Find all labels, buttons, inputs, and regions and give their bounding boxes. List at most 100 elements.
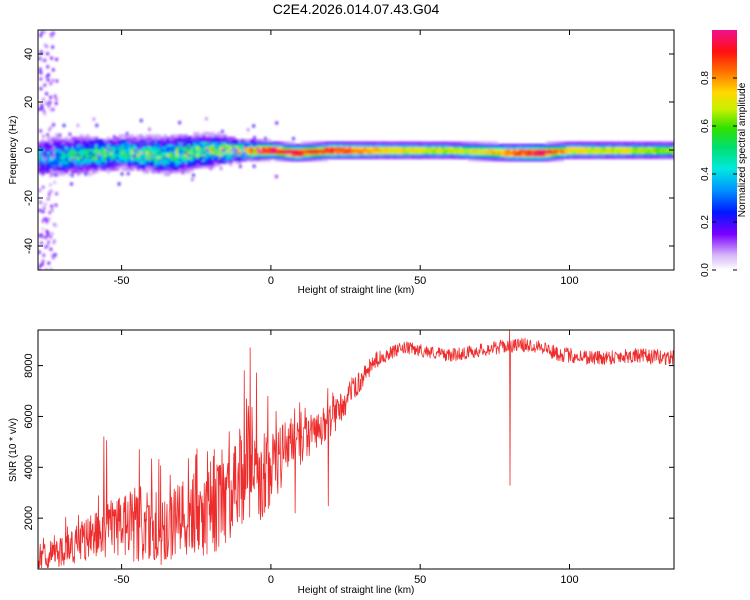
spectrogram-cell (255, 156, 260, 159)
spectrogram-cell (82, 141, 87, 145)
spectrogram-cell (491, 151, 496, 155)
spectrogram-cell (208, 144, 212, 147)
spectrogram-cell (85, 153, 90, 157)
spectrogram-cell (151, 160, 156, 164)
spectrogram-cell (309, 158, 314, 162)
spectrogram-cell (381, 144, 385, 147)
spectrogram-cell (590, 144, 594, 147)
spectrogram-cell (142, 146, 147, 150)
spectrogram-cell (190, 136, 194, 140)
spectrogram-cell (614, 148, 618, 152)
spectrogram-cell (536, 146, 541, 150)
spectrogram-cell (306, 141, 311, 145)
spectrogram-cell (267, 153, 272, 157)
spectrogram-cell (459, 146, 463, 150)
spectrogram-cell (46, 156, 51, 159)
spectrogram-cell (626, 141, 630, 145)
spectrogram-cell (205, 139, 209, 143)
spectrogram-cell (491, 146, 496, 150)
spectrogram-cell (620, 151, 624, 155)
spectrogram-cell (193, 146, 197, 150)
spectrogram-cell (73, 163, 78, 167)
spectrogram-cell (470, 156, 475, 159)
spectrogram-cell (641, 151, 645, 155)
spectrogram-cell (88, 160, 93, 164)
spectrogram-cell (593, 144, 597, 147)
spectrogram-cell (235, 160, 239, 164)
spectrogram-cell (279, 144, 284, 147)
spectrogram-cell (423, 141, 427, 145)
spectrogram-cell (342, 151, 347, 155)
spectrogram-cell (581, 141, 586, 145)
spectrogram-cell (626, 156, 630, 159)
spectrogram-cell (473, 146, 478, 150)
spectrogram-cell (635, 141, 639, 145)
spectrogram-cell (438, 148, 442, 152)
spectrogram-cell (109, 144, 114, 147)
spectrogram-cell (190, 139, 194, 143)
spectrogram-cell (482, 148, 487, 152)
spectrogram-cell (217, 139, 221, 143)
spectrogram-cell (476, 144, 481, 147)
spectrogram-cell (530, 153, 535, 157)
spectrogram-cell (300, 151, 305, 155)
spectrogram-cell (247, 144, 251, 147)
spectrogram-cell (255, 151, 260, 155)
spectrogram-cell (172, 144, 176, 147)
spectrogram-cell (315, 148, 320, 152)
spectrogram-cell (214, 139, 218, 143)
spectrogram-cell (232, 144, 236, 147)
spectrogram-cell (100, 146, 105, 150)
spectrogram-cell (491, 148, 496, 152)
spectrogram-cell (55, 168, 60, 171)
spectrogram-cell (79, 168, 84, 171)
spectrogram-cell (464, 148, 469, 152)
spectrogram-cell (476, 158, 481, 162)
spectrogram-cell (668, 151, 672, 155)
spectrogram-cell (151, 144, 156, 147)
spectrogram-cell (459, 144, 463, 147)
spectrogram-cell (542, 158, 547, 162)
spectrogram-noise-cell (46, 133, 50, 137)
spectrogram-cell (235, 158, 239, 162)
spectrogram-noise-cell (216, 155, 219, 159)
spectrogram-cell (190, 151, 194, 155)
spectrogram-cell (435, 146, 439, 150)
spectrogram-cell (470, 141, 475, 145)
spectrogram-cell (548, 148, 553, 152)
spectrogram-cell (342, 146, 347, 150)
spectrogram-noise-cell (148, 127, 151, 131)
spectrogram-cell (160, 148, 165, 152)
spectrogram-cell (351, 144, 356, 147)
spectrogram-cell (187, 158, 191, 162)
spectrogram-x-axis-title: Height of straight line (km) (298, 285, 415, 296)
spectrogram-cell (252, 141, 257, 145)
spectrogram-cell (315, 158, 320, 162)
spectrogram-cell (554, 156, 559, 159)
spectrogram-cell (306, 158, 311, 162)
spectrogram-cell (357, 156, 362, 159)
spectrogram-cell (345, 146, 350, 150)
spectrogram-cell (157, 141, 162, 145)
spectrogram-cell (294, 151, 299, 155)
spectrogram-cell (324, 144, 329, 147)
spectrogram-cell (178, 156, 182, 159)
spectrogram-cell (70, 139, 75, 143)
spectrogram-cell (175, 165, 179, 169)
spectrogram-cell (142, 168, 147, 171)
spectrogram-cell (453, 148, 457, 152)
spectrogram-cell (91, 168, 96, 171)
spectrogram-cell (366, 153, 371, 157)
spectrogram-cell (611, 146, 615, 150)
spectrogram-cell (488, 153, 493, 157)
spectrogram-cell (342, 156, 347, 159)
spectrogram-noise-cell (231, 149, 235, 153)
spectrogram-cell (306, 151, 311, 155)
spectrogram-cell (181, 158, 185, 162)
spectrogram-cell (650, 144, 654, 147)
spectrogram-cell (638, 151, 642, 155)
spectrogram-cell (94, 163, 99, 167)
spectrogram-cell (659, 151, 663, 155)
spectrogram-noise-cell (252, 124, 255, 128)
spectrogram-cell (55, 170, 60, 174)
